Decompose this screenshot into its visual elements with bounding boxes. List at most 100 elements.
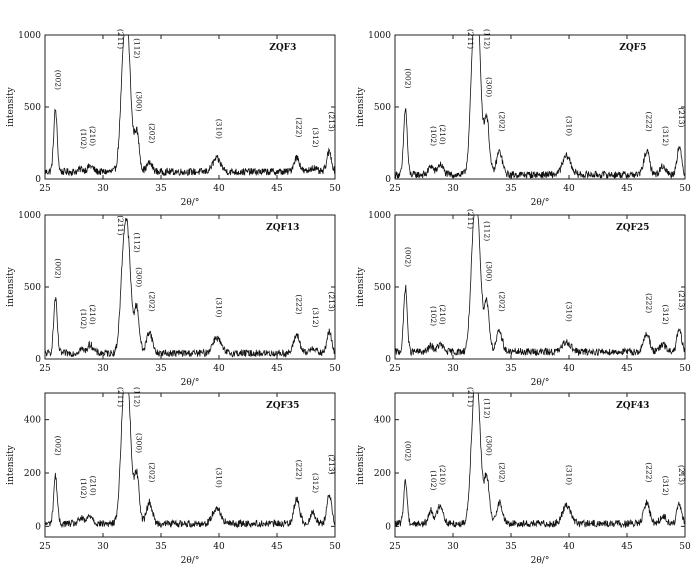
xrd-trace [44,34,336,177]
x-tick-label: 30 [97,184,109,194]
y-tick-label: 1000 [18,211,41,221]
y-tick-label: 500 [374,103,391,113]
peak-label: (300) [135,433,144,453]
x-tick-label: 40 [563,184,575,194]
peak-label: (112) [133,387,142,407]
peak-label: (222) [295,460,304,480]
peak-label: (213) [677,107,686,127]
x-tick-label: 50 [679,184,691,194]
x-tick-label: 30 [97,364,109,374]
y-tick-label: 1000 [368,31,391,41]
peak-label: (002) [53,436,62,456]
plot-frame [44,214,336,360]
xrd-trace [44,392,336,529]
y-axis-title: intensity [6,86,16,127]
plot-frame [44,392,336,538]
plot-frame [394,34,686,180]
peak-label: (002) [403,68,412,88]
peak-label: (202) [147,123,156,143]
y-tick-label: 0 [385,522,391,532]
peak-label: (202) [147,462,156,482]
peak-label: (210) [88,476,97,496]
y-axis-title: intensity [356,266,366,307]
peak-label: (213) [677,290,686,310]
peak-label: (112) [483,29,492,49]
peak-label: (210) [438,465,447,485]
x-tick-label: 35 [505,542,517,552]
peak-label: (211) [466,387,475,407]
peak-label: (310) [565,116,574,136]
y-tick-label: 400 [24,416,41,426]
peak-label: (312) [311,473,320,493]
y-tick-label: 200 [24,469,41,479]
y-tick-label: 0 [385,175,391,185]
peak-label: (102) [79,478,88,498]
peak-label: (213) [327,454,336,474]
x-tick-label: 25 [39,364,51,374]
x-axis-title: 2θ/° [181,198,200,208]
y-tick-label: 0 [35,355,41,365]
peak-label: (202) [497,462,506,482]
x-tick-label: 50 [679,542,691,552]
sample-label: ZQF3 [269,43,296,53]
peak-label: (312) [311,307,320,327]
sample-label: ZQF43 [616,401,649,411]
peak-label: (310) [565,302,574,322]
peak-label: (310) [215,119,224,139]
peak-label: (213) [677,465,686,485]
x-tick-label: 35 [505,364,517,374]
xrd-trace [394,392,686,529]
peak-label: (202) [147,292,156,312]
y-axis-title: intensity [356,444,366,485]
x-tick-label: 25 [389,542,401,552]
plot-frame [394,392,686,538]
peak-label: (310) [565,465,574,485]
peak-label: (211) [116,387,125,407]
peak-label: (102) [429,126,438,146]
x-axis-title: 2θ/° [531,556,550,566]
sample-label: ZQF35 [266,401,299,411]
x-tick-label: 50 [679,364,691,374]
peak-label: (211) [466,209,475,229]
x-tick-label: 40 [563,364,575,374]
sample-label: ZQF13 [266,223,299,233]
x-tick-label: 40 [563,542,575,552]
peak-label: (310) [215,468,224,488]
peak-label: (312) [311,127,320,147]
peak-label: (222) [295,117,304,137]
x-axis-title: 2θ/° [181,556,200,566]
peak-label: (213) [327,292,336,312]
peak-label: (202) [497,112,506,132]
peak-label: (210) [88,126,97,146]
x-axis-title: 2θ/° [531,198,550,208]
y-tick-label: 0 [35,522,41,532]
chart-panel: 25 30 35 40 45 50050010002θ/°intensityZQF3(00… [6,29,341,208]
peak-label: (312) [661,126,670,146]
peak-label: (211) [466,29,475,49]
x-tick-label: 45 [621,364,633,374]
peak-label: (312) [661,476,670,496]
sample-label: ZQF25 [616,223,649,233]
x-axis-title: 2θ/° [181,378,200,388]
chart-panel: 25 30 35 40 45 50 0 200 400 2θ/° intensity ZQF43 (00… [356,387,691,566]
plot-frame [44,34,336,180]
peak-label: (210) [438,125,447,145]
sample-label: ZQF5 [619,43,646,53]
peak-label: (211) [116,215,125,235]
peak-label: (300) [485,261,494,281]
x-tick-label: 45 [271,542,283,552]
peak-label: (202) [497,292,506,312]
x-tick-label: 30 [447,364,459,374]
y-axis-title: intensity [356,86,366,127]
peak-label: (222) [645,112,654,132]
x-tick-label: 45 [621,184,633,194]
peak-label: (002) [53,258,62,278]
peak-label: (211) [116,29,125,49]
x-tick-label: 25 [39,542,51,552]
x-tick-label: 30 [447,184,459,194]
xrd-trace [394,34,686,179]
y-axis-title: intensity [6,444,16,485]
x-tick-label: 25 [389,364,401,374]
chart-panel: 25 30 35 40 45 50 0 200 400 2θ/° intensity ZQF35 (00… [6,387,341,566]
